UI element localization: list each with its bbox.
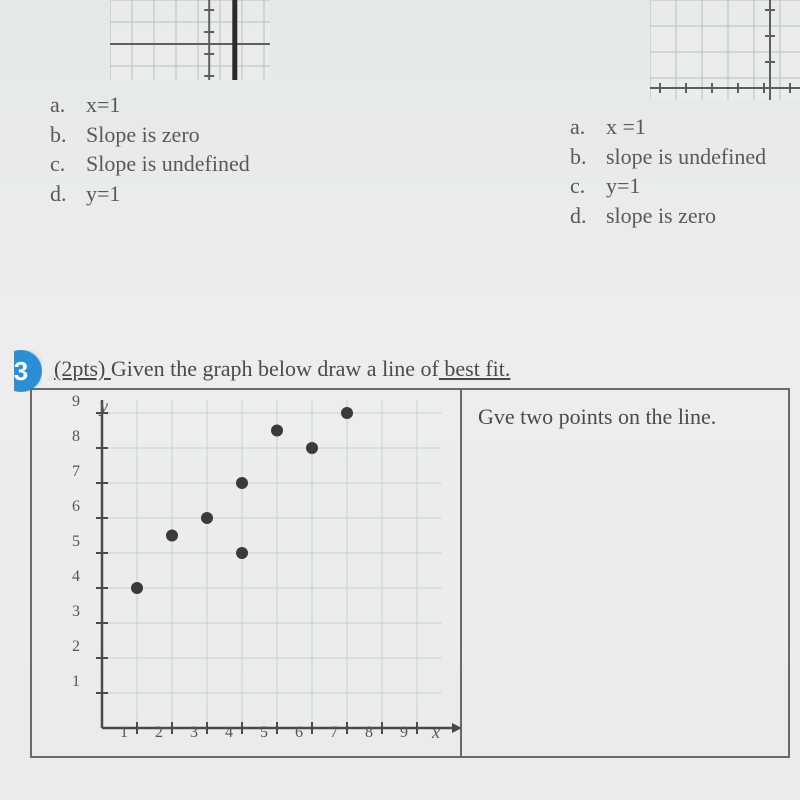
x-tick-label: 3 [185,724,203,742]
question-3-box: y x 123456789123456789 Gve two points on… [30,388,790,758]
answer-option: d. slope is zero [570,201,766,231]
x-tick-label: 2 [150,724,168,742]
option-letter: b. [570,142,588,172]
option-text: slope is zero [606,201,716,231]
scatter-chart [46,400,466,760]
y-tick-label: 5 [62,533,80,551]
answer-option: a. x=1 [50,90,250,120]
question-3-chart-cell: y x 123456789123456789 [32,390,462,756]
option-letter: a. [570,112,588,142]
y-tick-label: 3 [62,603,80,621]
y-tick-label: 4 [62,568,80,586]
points-label: (2pts) [54,356,111,381]
x-tick-label: 6 [290,724,308,742]
option-letter: a. [50,90,68,120]
answer-option: c. y=1 [570,171,766,201]
y-tick-label: 6 [62,498,80,516]
x-axis-label: x [432,722,440,743]
question-number-badge: 3 [0,350,42,392]
option-letter: c. [570,171,588,201]
option-text: y=1 [86,179,120,209]
prompt-text-b: best fit. [439,356,511,381]
option-text: Slope is zero [86,120,200,150]
answer-option: c. Slope is undefined [50,149,250,179]
two-points-prompt: Gve two points on the line. [478,404,716,429]
prompt-text-a: Given the graph below draw a line of [111,356,439,381]
y-tick-label: 7 [62,463,80,481]
question-number: 3 [14,356,28,387]
option-letter: b. [50,120,68,150]
answer-option: a. x =1 [570,112,766,142]
y-tick-label: 8 [62,428,80,446]
option-letter: c. [50,149,68,179]
x-tick-label: 1 [115,724,133,742]
x-tick-label: 9 [395,724,413,742]
x-tick-label: 7 [325,724,343,742]
x-tick-label: 5 [255,724,273,742]
y-tick-label: 2 [62,638,80,656]
answer-options-left: a. x=1 b. Slope is zero c. Slope is undefined… [50,90,250,209]
y-tick-label: 9 [62,393,80,411]
mini-grid-right [650,0,800,100]
option-text: slope is undefined [606,142,766,172]
x-tick-label: 8 [360,724,378,742]
question-3-answer-cell: Gve two points on the line. [462,390,788,756]
option-text: x =1 [606,112,646,142]
answer-option: b. slope is undefined [570,142,766,172]
option-letter: d. [570,201,588,231]
answer-option: b. Slope is zero [50,120,250,150]
question-3-prompt: (2pts) Given the graph below draw a line… [54,356,510,382]
option-text: x=1 [86,90,120,120]
mini-grid-left [110,0,270,80]
option-letter: d. [50,179,68,209]
answer-option: d. y=1 [50,179,250,209]
y-tick-label: 1 [62,673,80,691]
answer-options-right: a. x =1 b. slope is undefined c. y=1 d. slope i… [570,112,766,231]
x-tick-label: 4 [220,724,238,742]
option-text: y=1 [606,171,640,201]
y-axis-label: y [100,396,108,417]
option-text: Slope is undefined [86,149,250,179]
